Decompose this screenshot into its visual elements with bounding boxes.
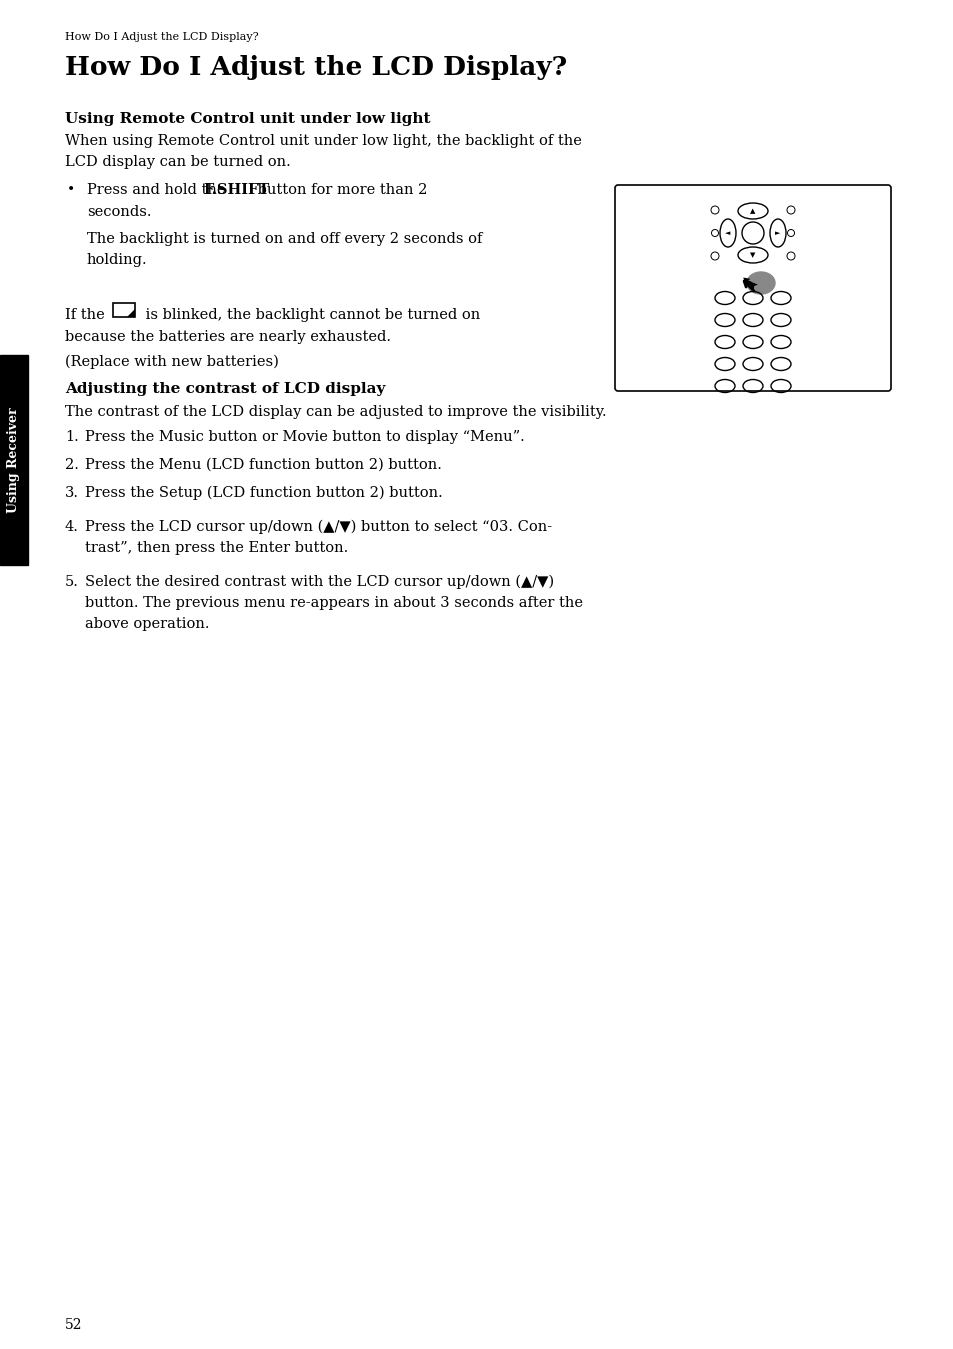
Text: 2.: 2. [65,459,79,472]
Text: button. The previous menu re-appears in about 3 seconds after the: button. The previous menu re-appears in … [85,596,582,610]
Text: Press and hold the: Press and hold the [87,183,230,197]
Text: ▼: ▼ [749,252,755,258]
Bar [0,355,28,565]
Text: 3.: 3. [65,486,79,500]
Text: 5.: 5. [65,575,79,590]
Text: Press the Setup (LCD function button 2) button.: Press the Setup (LCD function button 2) … [85,486,442,500]
Bar [112,304,135,317]
Text: Press the Menu (LCD function button 2) button.: Press the Menu (LCD function button 2) b… [85,459,441,472]
Ellipse shape [738,247,767,263]
Text: is blinked, the backlight cannot be turned on: is blinked, the backlight cannot be turn… [141,308,479,322]
Text: above operation.: above operation. [85,616,210,631]
Text: If the: If the [65,308,110,322]
Circle shape [741,223,763,244]
Text: Adjusting the contrast of LCD display: Adjusting the contrast of LCD display [65,382,385,397]
Text: ►: ► [775,229,780,236]
Text: ◄: ◄ [724,229,730,236]
Ellipse shape [738,202,767,219]
Text: trast”, then press the Enter button.: trast”, then press the Enter button. [85,541,348,554]
Polygon shape [127,309,135,317]
Text: seconds.: seconds. [87,205,152,219]
Text: How Do I Adjust the LCD Display?: How Do I Adjust the LCD Display? [65,32,258,42]
Text: because the batteries are nearly exhausted.: because the batteries are nearly exhaust… [65,331,391,344]
Text: Select the desired contrast with the LCD cursor up/down (▲/▼): Select the desired contrast with the LCD… [85,575,554,590]
Text: Press the Music button or Movie button to display “Menu”.: Press the Music button or Movie button t… [85,430,524,444]
Text: 1.: 1. [65,430,79,444]
Text: LCD display can be turned on.: LCD display can be turned on. [65,155,291,169]
Text: 4.: 4. [65,519,79,534]
Text: Press the LCD cursor up/down (▲/▼) button to select “03. Con-: Press the LCD cursor up/down (▲/▼) butto… [85,519,552,534]
Text: How Do I Adjust the LCD Display?: How Do I Adjust the LCD Display? [65,55,566,80]
Text: When using Remote Control unit under low light, the backlight of the: When using Remote Control unit under low… [65,134,581,148]
Text: The backlight is turned on and off every 2 seconds of: The backlight is turned on and off every… [87,232,482,246]
Text: 52: 52 [65,1318,82,1331]
Ellipse shape [746,272,774,294]
Text: holding.: holding. [87,254,148,267]
FancyBboxPatch shape [615,185,890,391]
Ellipse shape [769,219,785,247]
Text: Using Remote Control unit under low light: Using Remote Control unit under low ligh… [65,112,430,125]
Text: Using Receiver: Using Receiver [8,407,20,513]
Text: •: • [67,183,75,197]
Text: ▲: ▲ [749,208,755,214]
Text: (Replace with new batteries): (Replace with new batteries) [65,355,278,370]
Text: F.SHIFT: F.SHIFT [203,183,269,197]
Text: The contrast of the LCD display can be adjusted to improve the visibility.: The contrast of the LCD display can be a… [65,405,606,420]
Ellipse shape [720,219,735,247]
Text: button for more than 2: button for more than 2 [253,183,427,197]
